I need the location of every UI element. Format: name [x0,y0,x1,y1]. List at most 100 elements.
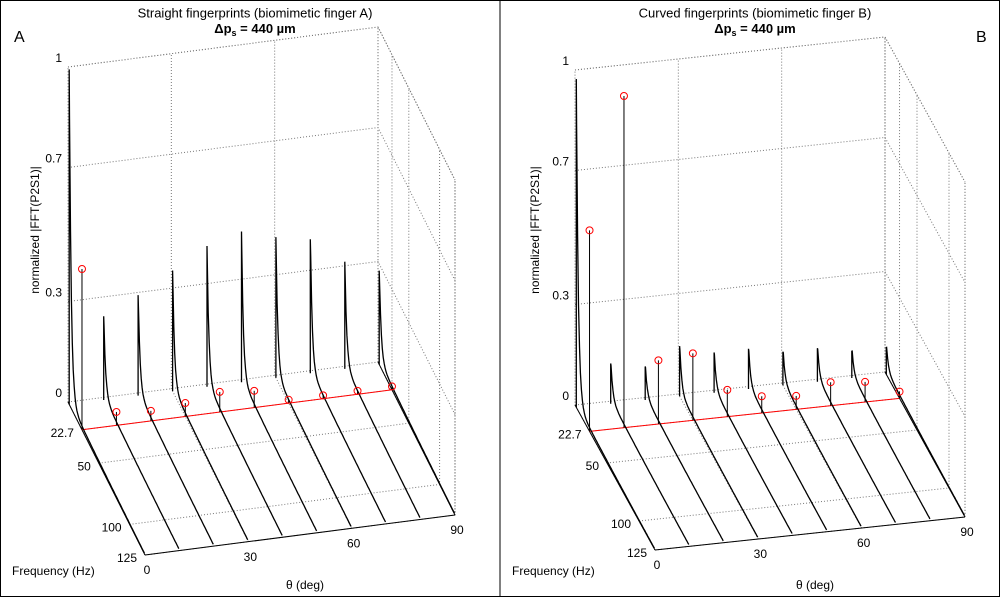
peak-marker [284,395,293,404]
grid-line [170,53,249,542]
z-tick-label: 0.3 [45,286,62,300]
peak-marker [353,386,362,395]
peak-marker [654,356,663,365]
z-axis-label: normalized |FFT(P2S1)| [528,166,542,294]
spectrum-slice [378,270,455,514]
peak-marker [585,226,594,235]
spectrum-slice [816,347,897,523]
grid-line [574,371,966,518]
subtitle-main: Δp [214,21,231,36]
spectrum-slice [309,239,387,523]
y-tick-label: 50 [586,459,600,473]
x-axis-label: θ (deg) [796,578,834,592]
peak-marker [215,387,224,396]
peak-marker [688,349,697,358]
z-tick-label: 0 [562,389,569,403]
y-tick-label: 22.7 [558,428,582,442]
spectrum-slice [137,295,214,545]
grid-line [81,54,393,431]
spectrum-slice [747,348,828,531]
z-tick-label: 1 [562,54,569,68]
x-tick-label: 60 [347,537,361,551]
grid-line [654,182,966,551]
x-tick-label: 0 [144,563,151,577]
x-tick-label: 90 [960,525,974,539]
peak-marker [146,406,155,415]
reference-line [81,389,393,431]
y-tick-label: 22.7 [51,426,75,440]
reference-line [589,397,900,432]
panel-label: A [14,29,25,46]
grid-line [67,26,456,181]
z-axis-label: normalized |FFT(P2S1)| [28,166,42,294]
peak-marker [387,382,396,391]
z-tick-label: 0.7 [552,155,569,169]
peak-marker [757,392,766,401]
box-edge [377,26,456,181]
spectrum-slice [171,270,249,541]
chart-title: Curved fingerprints (biomimetic finger B… [639,5,872,20]
y-axis-label: Frequency (Hz) [12,564,95,578]
z-tick-label: 0.3 [552,289,569,303]
spectrum-slice [782,351,862,527]
peak-marker [181,399,190,408]
z-tick-label: 0.7 [45,152,62,166]
x-tick-label: 0 [654,558,661,572]
peak-marker [112,407,121,416]
spectrum-slice [885,346,965,516]
peak-marker [250,386,259,395]
subtitle-rest: = 440 µm [237,21,296,36]
y-axis-label: Frequency (Hz) [512,564,595,578]
grid-line [574,136,966,283]
grid-line [574,36,966,183]
y-tick-label: 125 [117,551,137,565]
spectrum-slice [275,237,352,527]
x-tick-label: 60 [857,536,871,550]
peak-marker [619,92,628,101]
x-tick-label: 30 [754,547,768,561]
subtitle-sub: s [232,28,237,38]
y-tick-label: 100 [102,521,122,535]
peak-marker [77,264,86,273]
peak-marker [723,385,732,394]
peak-marker [895,387,904,396]
grid-line [67,361,456,516]
grid-line [677,59,759,540]
spectrum-slice [103,316,180,549]
grid-line [781,48,863,529]
chart-subtitle: Δps = 440 µm [714,21,795,38]
spectrum-slice [713,352,793,534]
y-tick-label: 125 [627,546,647,560]
panel-label: B [976,29,987,46]
spectrum-slice [575,78,655,549]
y-tick-label: 50 [77,459,91,473]
grid-line [67,67,146,556]
spectrum-slice [678,346,759,538]
spectrum-slice [240,231,318,532]
spectrum-slice [68,69,145,554]
subtitle-main: Δp [714,21,731,36]
spectrum-slice [644,366,724,542]
grid-line [377,27,456,516]
spectrum-slice [851,350,931,520]
x-tick-label: 30 [244,550,258,564]
grid-line [574,270,966,417]
peak-marker [861,377,870,386]
grid-line [274,40,353,529]
peak-marker [319,391,328,400]
grid-line [67,260,456,415]
grid-line [589,63,901,432]
z-tick-label: 1 [55,51,62,65]
chart-subtitle: Δps = 440 µm [214,21,295,38]
x-tick-label: 90 [450,523,464,537]
axis-line [654,516,966,551]
spectrum-slice [206,245,283,536]
spectrum-slice [610,363,690,545]
subtitle-sub: s [732,28,737,38]
peak-marker [792,391,801,400]
peak-marker [826,378,835,387]
subtitle-rest: = 440 µm [737,21,796,36]
chart-title: Straight fingerprints (biomimetic finger… [138,5,373,20]
x-axis-label: θ (deg) [286,578,324,592]
